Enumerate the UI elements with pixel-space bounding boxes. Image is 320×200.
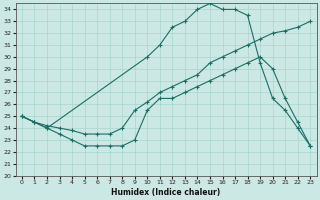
X-axis label: Humidex (Indice chaleur): Humidex (Indice chaleur) — [111, 188, 221, 197]
